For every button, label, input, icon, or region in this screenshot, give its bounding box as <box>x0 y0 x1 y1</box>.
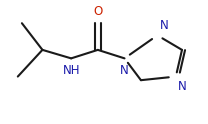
Text: N: N <box>159 19 168 32</box>
Text: O: O <box>93 5 103 18</box>
Text: N: N <box>120 64 129 77</box>
Text: NH: NH <box>62 64 80 77</box>
Text: N: N <box>178 80 187 93</box>
